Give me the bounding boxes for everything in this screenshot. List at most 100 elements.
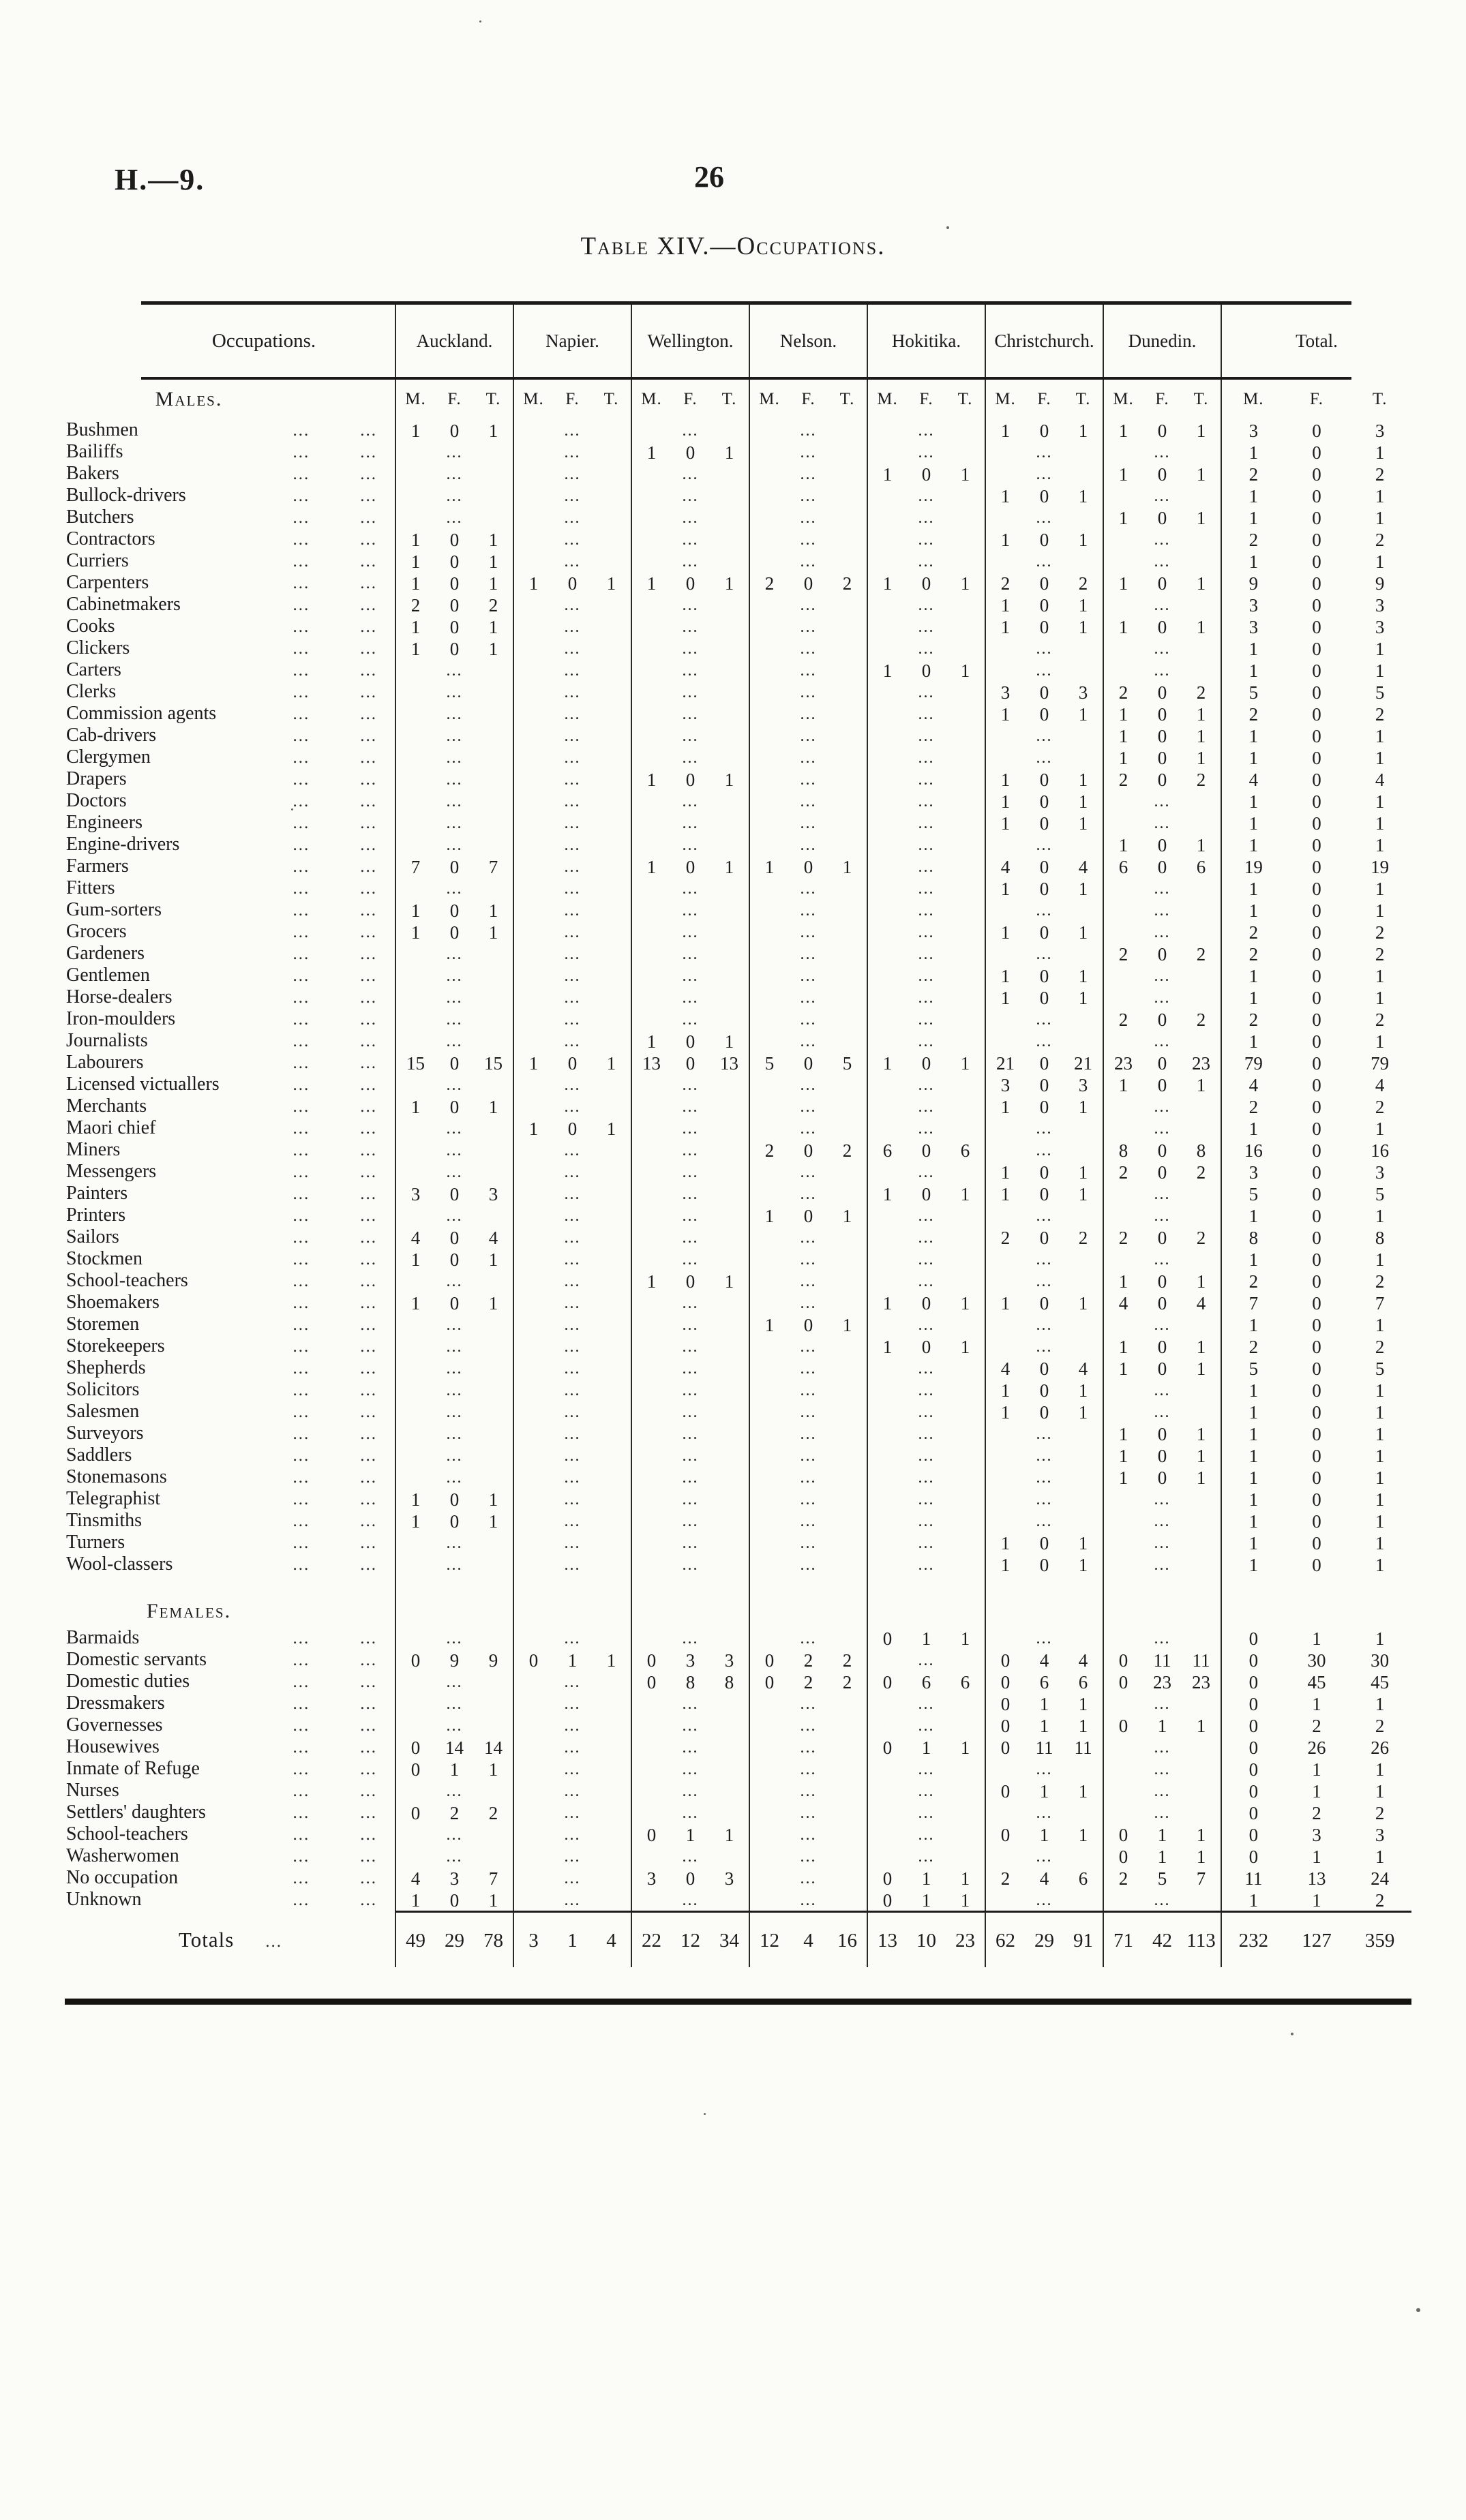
region-cell-group: ...: [867, 1532, 985, 1554]
region-cell-group: ...: [749, 1226, 867, 1249]
leader-dots: ...: [293, 857, 310, 876]
cell-value: 0: [449, 1489, 460, 1510]
region-cell-group: ...: [749, 1466, 867, 1489]
region-cell-group: ...: [985, 637, 1103, 660]
cell-value: 1: [1000, 791, 1011, 812]
occupation-label: Cooks: [66, 616, 115, 637]
cell-value: 0: [410, 1802, 421, 1823]
region-cell-group: ...: [513, 877, 631, 900]
region-cell-group: ...: [749, 768, 867, 791]
empty-cell-dots: ...: [1154, 1032, 1171, 1050]
cell-value: 0: [1312, 1140, 1321, 1161]
leader-dots: ...: [360, 683, 377, 701]
region-cell-group: 0 23 23: [1103, 1671, 1221, 1693]
empty-cell-dots: ...: [1036, 1425, 1053, 1443]
empty-cell-dots: ...: [446, 967, 463, 985]
cell-value: 1: [1000, 703, 1011, 725]
empty-cell-dots: ...: [682, 967, 699, 985]
empty-cell-dots: ...: [1154, 1490, 1171, 1508]
empty-cell-dots: ...: [800, 1738, 817, 1757]
cell-value: 4: [1000, 1358, 1011, 1379]
cell-value: 12: [680, 1930, 700, 1952]
cell-value: 1: [1196, 1358, 1206, 1379]
cell-value: 1: [921, 1868, 931, 1889]
cell-value: 1: [410, 529, 421, 550]
cell-value: 0: [449, 922, 460, 943]
leader-dots: ...: [360, 988, 377, 1007]
cell-value: 0: [803, 856, 813, 877]
cell-value: 0: [921, 1183, 931, 1204]
leader-dots: ...: [293, 1272, 310, 1290]
cell-value: 0: [921, 464, 931, 485]
cell-value: 1: [1078, 769, 1088, 790]
cell-value: 1: [1118, 1423, 1128, 1444]
occupation-label: Inmate of Refuge: [66, 1758, 200, 1779]
region-cell-group: ...: [631, 1314, 749, 1336]
occupation-cell: Engine-drivers......: [65, 834, 395, 856]
cell-value: 0: [1312, 725, 1321, 746]
subcolumn-header: T.: [603, 390, 619, 408]
cell-value: 1: [1196, 1423, 1206, 1444]
occupation-cell: Housewives......: [65, 1736, 395, 1759]
empty-cell-dots: ...: [564, 1555, 581, 1574]
cell-value: 0: [1039, 791, 1049, 812]
cell-value: 0: [1312, 1489, 1321, 1510]
empty-cell-dots: ...: [800, 443, 817, 461]
region-cell-group: ...: [1103, 1117, 1221, 1140]
occupation-cell: Contractors......: [65, 528, 395, 551]
occupation-cell: Maori chief......: [65, 1117, 395, 1140]
totals-row: Totals... 49 29 78 3 1 4 22 12 34 12 4 16 13 10 23 62 29 9…: [65, 1911, 1411, 1967]
empty-cell-dots: ...: [446, 1673, 463, 1691]
cell-value: 1: [1000, 616, 1011, 637]
empty-cell-dots: ...: [918, 1512, 935, 1530]
cell-value: 2: [1375, 943, 1385, 965]
leader-dots: ...: [360, 1847, 377, 1866]
leader-dots: ...: [360, 1534, 377, 1552]
cell-value: 0: [1312, 1271, 1321, 1292]
table-row: Painters...... 3 0 3......... 1 0 1 1 0 1... 5 0 5: [65, 1183, 1411, 1205]
empty-cell-dots: ...: [682, 1804, 699, 1822]
cell-value: 3: [1000, 1074, 1011, 1095]
region-cell-group: ...: [1103, 1204, 1221, 1227]
occupation-label: School-teachers: [66, 1270, 188, 1291]
cell-value: 4: [1039, 1868, 1049, 1889]
cell-value: 1: [1375, 485, 1385, 506]
subcolumn-header: F.: [919, 390, 933, 408]
leader-dots: ...: [360, 1629, 377, 1648]
region-cell-group: ...: [867, 899, 985, 922]
cell-value: 0: [1039, 1227, 1049, 1248]
empty-cell-dots: ...: [800, 1804, 817, 1822]
region-cell-group: ...: [395, 943, 513, 965]
empty-cell-dots: ...: [800, 945, 817, 963]
cell-value: 0: [1157, 1009, 1167, 1030]
empty-cell-dots: ...: [682, 1381, 699, 1399]
region-cell-group: ...: [867, 1692, 985, 1715]
leader-dots: ...: [293, 1337, 310, 1356]
region-cell-group: ...: [513, 1889, 631, 1911]
cell-value: 1: [1078, 616, 1088, 637]
occupation-cell: Washerwomen......: [65, 1845, 395, 1868]
cell-value: 0: [1157, 1052, 1167, 1074]
empty-cell-dots: ...: [446, 792, 463, 810]
region-cell-group: ...: [395, 1074, 513, 1096]
cell-value: 1: [1000, 922, 1011, 943]
cell-value: 0: [685, 1052, 695, 1074]
cell-value: 9: [488, 1650, 498, 1671]
cell-value: 1: [1118, 747, 1128, 768]
cell-value: 9: [449, 1650, 460, 1671]
cell-value: 1: [1000, 1532, 1011, 1553]
region-cell-group: ...: [513, 1466, 631, 1489]
cell-value: 1: [1078, 594, 1088, 616]
empty-cell-dots: ...: [918, 421, 935, 440]
empty-cell-dots: ...: [1036, 465, 1053, 483]
occupation-cell: Clergymen......: [65, 746, 395, 769]
region-cell-group: ...: [867, 419, 985, 442]
leader-dots: ...: [293, 1119, 310, 1138]
empty-cell-dots: ...: [564, 1272, 581, 1290]
region-cell-group: ...: [395, 506, 513, 529]
empty-cell-dots: ...: [682, 901, 699, 920]
empty-cell-dots: ...: [564, 443, 581, 461]
